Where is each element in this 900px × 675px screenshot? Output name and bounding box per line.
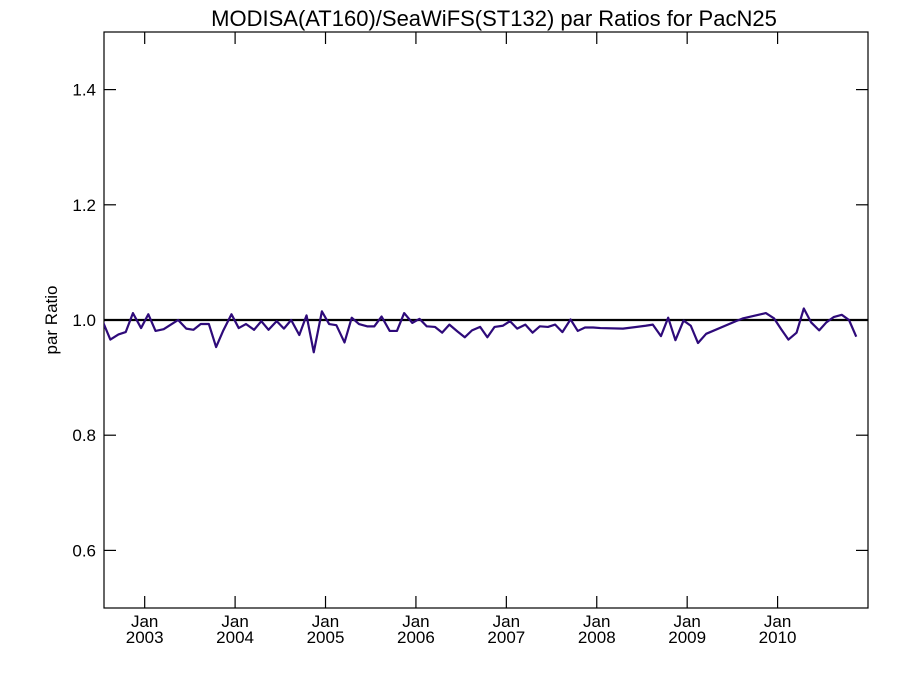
x-tick-month-label: Jan [131, 612, 158, 631]
x-tick-month-label: Jan [402, 612, 429, 631]
x-tick-month-label: Jan [312, 612, 339, 631]
y-tick-label: 0.8 [72, 426, 96, 445]
x-tick-year-label: 2010 [759, 628, 797, 647]
y-tick-label: 0.6 [72, 541, 96, 560]
chart-title: MODISA(AT160)/SeaWiFS(ST132) par Ratios … [211, 6, 777, 31]
x-tick-month-label: Jan [583, 612, 610, 631]
x-tick-month-label: Jan [221, 612, 248, 631]
x-tick-year-label: 2007 [487, 628, 525, 647]
x-tick-year-label: 2005 [307, 628, 345, 647]
x-tick-year-label: 2009 [668, 628, 706, 647]
x-tick-month-label: Jan [673, 612, 700, 631]
plot-area: 0.60.81.01.21.4Jan2003Jan2004Jan2005Jan2… [72, 31, 869, 647]
x-tick-year-label: 2008 [578, 628, 616, 647]
x-tick-year-label: 2004 [216, 628, 254, 647]
x-tick-year-label: 2006 [397, 628, 435, 647]
series-line [104, 307, 858, 354]
x-tick-month-label: Jan [764, 612, 791, 631]
x-tick-month-label: Jan [493, 612, 520, 631]
x-tick-year-label: 2003 [126, 628, 164, 647]
y-tick-label: 1.0 [72, 311, 96, 330]
y-tick-label: 1.4 [72, 81, 96, 100]
y-tick-label: 1.2 [72, 196, 96, 215]
y-axis-label: par Ratio [42, 286, 61, 355]
